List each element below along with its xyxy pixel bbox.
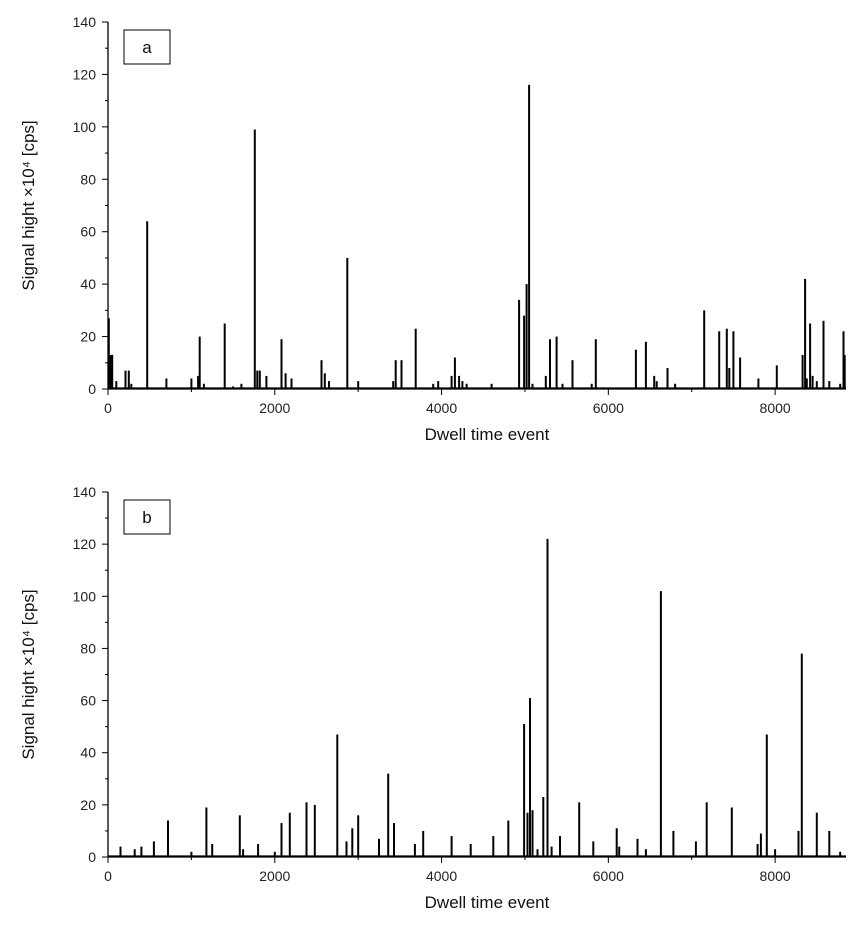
y-tick-label: 0 <box>88 381 96 397</box>
x-tick-label: 6000 <box>593 868 624 884</box>
y-tick-label: 120 <box>73 66 97 82</box>
y-tick-label: 80 <box>80 171 96 187</box>
x-tick-label: 4000 <box>426 400 457 416</box>
y-tick-label: 120 <box>73 536 97 552</box>
y-tick-label: 100 <box>73 119 97 135</box>
y-tick-label: 20 <box>80 329 96 345</box>
y-tick-label: 20 <box>80 797 96 813</box>
panel-label: a <box>142 38 152 57</box>
y-tick-label: 0 <box>88 849 96 865</box>
y-tick-label: 100 <box>73 588 97 604</box>
y-axis-title: Signal hight ×10⁴ [cps] <box>19 120 38 290</box>
panel-label-box <box>123 29 171 65</box>
chart-panel-a: 0 20 40 60 80 100 120 140 0 2000 4000 6000 8000 Dwell… <box>19 14 846 444</box>
x-tick-label: 2000 <box>259 400 290 416</box>
x-axis-title: Dwell time event <box>425 425 550 444</box>
x-tick-label: 4000 <box>426 868 457 884</box>
panel-label: b <box>142 508 151 527</box>
x-tick-label: 8000 <box>760 868 791 884</box>
y-tick-label: 140 <box>73 484 97 500</box>
x-tick-label: 0 <box>104 868 112 884</box>
y-tick-label: 60 <box>80 693 96 709</box>
x-tick-label: 2000 <box>259 868 290 884</box>
y-tick-label: 60 <box>80 224 96 240</box>
y-tick-label: 40 <box>80 276 96 292</box>
chart-panel-b: 0 20 40 60 80 100 120 140 0 2000 4000 6000 8000 Dwell… <box>19 484 846 912</box>
x-tick-label: 6000 <box>593 400 624 416</box>
x-tick-label: 0 <box>104 400 112 416</box>
x-axis-title: Dwell time event <box>425 893 550 912</box>
y-tick-label: 140 <box>73 14 97 30</box>
y-axis-title: Signal hight ×10⁴ [cps] <box>19 589 38 759</box>
y-tick-label: 80 <box>80 640 96 656</box>
y-tick-label: 40 <box>80 745 96 761</box>
panel-label-box <box>123 499 171 535</box>
x-tick-label: 8000 <box>760 400 791 416</box>
